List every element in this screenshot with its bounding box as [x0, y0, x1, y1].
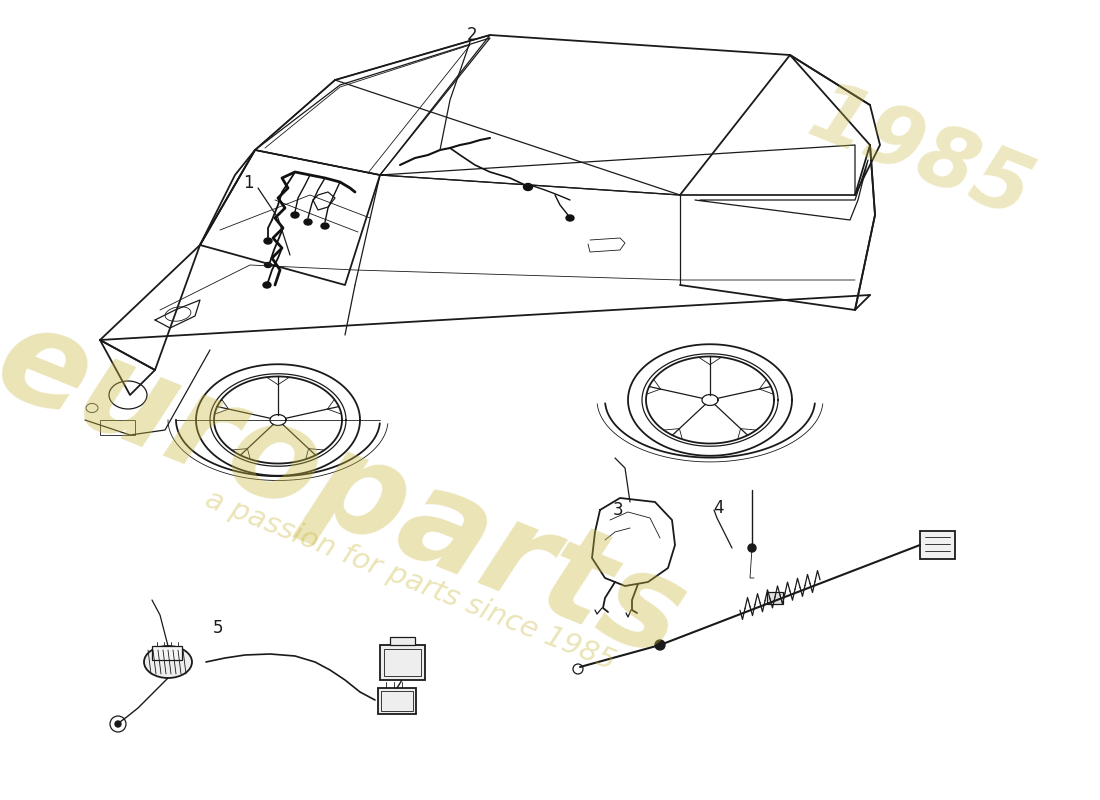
Bar	[390, 637, 415, 645]
Text: 2: 2	[466, 26, 477, 44]
Text: 3: 3	[613, 501, 624, 519]
Ellipse shape	[566, 215, 574, 221]
Bar	[378, 688, 416, 714]
Bar	[379, 645, 425, 680]
Bar	[100, 420, 135, 435]
Text: a passion for parts since 1985: a passion for parts since 1985	[201, 485, 619, 675]
Ellipse shape	[321, 223, 329, 229]
Circle shape	[654, 640, 666, 650]
Bar	[920, 531, 955, 559]
Text: 1: 1	[243, 174, 253, 192]
Ellipse shape	[144, 646, 192, 678]
Bar	[152, 646, 182, 660]
Circle shape	[748, 544, 756, 552]
Ellipse shape	[263, 282, 271, 288]
Text: 5: 5	[212, 619, 223, 637]
Bar	[381, 691, 412, 711]
Bar	[384, 649, 421, 676]
Ellipse shape	[524, 183, 532, 190]
Circle shape	[116, 721, 121, 727]
Ellipse shape	[304, 219, 312, 225]
Ellipse shape	[264, 238, 272, 244]
Text: europarts: europarts	[0, 294, 702, 686]
Text: 1985: 1985	[798, 74, 1043, 236]
Ellipse shape	[292, 212, 299, 218]
Text: 4: 4	[713, 499, 724, 517]
Bar	[767, 592, 783, 604]
Ellipse shape	[264, 262, 272, 267]
